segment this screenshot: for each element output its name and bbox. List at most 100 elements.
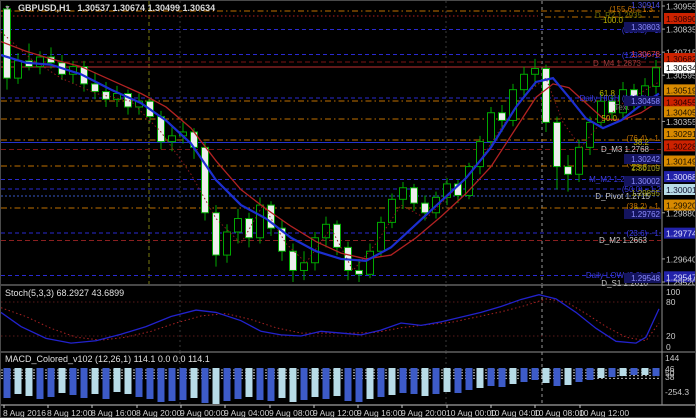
macd-histogram-bar xyxy=(597,368,605,378)
candle xyxy=(289,243,297,282)
macd-panel: MACD_Colored_v102 (12,26,1) 114.1 0.0 0.… xyxy=(1,353,689,404)
svg-text:38.2: 38.2 xyxy=(633,138,649,147)
macd-histogram-bar xyxy=(135,368,143,397)
macd-histogram-bar xyxy=(201,368,209,403)
svg-text:1.30228: 1.30228 xyxy=(666,141,696,151)
macd-histogram-bar xyxy=(80,368,88,398)
candle xyxy=(245,212,253,248)
svg-text:Daily HIGH (100.0) - 1.: Daily HIGH (100.0) - 1. xyxy=(580,94,661,103)
macd-histogram-bar xyxy=(146,368,154,399)
svg-text:Daily LOW (0.0) - 1.2: Daily LOW (0.0) - 1.2 xyxy=(586,271,662,280)
svg-text:1.30678: 1.30678 xyxy=(631,50,660,59)
red-ma-line xyxy=(1,40,660,260)
svg-text:1.30595: 1.30595 xyxy=(666,71,696,81)
svg-text:61.8: 61.8 xyxy=(599,89,615,98)
svg-text:1.30682: 1.30682 xyxy=(666,54,696,64)
symbol-timeframe-label: GBPUSD,H1 xyxy=(17,3,71,13)
svg-text:D_Pivot 1.2715: D_Pivot 1.2715 xyxy=(595,192,650,201)
svg-text:100.0: 100.0 xyxy=(603,16,624,25)
svg-text:1.30634: 1.30634 xyxy=(666,63,696,73)
svg-text:0: 0 xyxy=(666,342,671,352)
svg-text:(50.0) - 1.2: (50.0) - 1.2 xyxy=(622,185,662,194)
candle xyxy=(487,106,495,148)
svg-text:1.30455: 1.30455 xyxy=(666,98,696,108)
macd-histogram-bar xyxy=(311,368,319,397)
candle xyxy=(91,72,99,100)
svg-text:8 Aug 12:00: 8 Aug 12:00 xyxy=(47,408,93,418)
candle xyxy=(168,126,176,152)
macd-histogram-bar xyxy=(168,368,176,401)
candle xyxy=(575,139,583,182)
macd-histogram-bar xyxy=(388,368,396,395)
svg-text:10 Aug 00:00: 10 Aug 00:00 xyxy=(446,408,496,418)
macd-histogram-bar xyxy=(47,368,55,397)
candle xyxy=(278,220,286,261)
svg-text:M_M2 1.2594: M_M2 1.2594 xyxy=(589,175,638,184)
svg-text:9 Aug 00:00: 9 Aug 00:00 xyxy=(180,408,226,418)
macd-histogram-bar xyxy=(223,368,231,401)
candle xyxy=(564,155,572,192)
candles-layer xyxy=(3,5,660,282)
collapse-icon[interactable]: ▼ xyxy=(4,4,11,12)
svg-text:100: 100 xyxy=(666,287,680,297)
macd-histogram-bar xyxy=(113,368,121,392)
svg-text:1.30955: 1.30955 xyxy=(666,2,696,12)
svg-text:1.29774: 1.29774 xyxy=(666,229,696,239)
macd-histogram-bar xyxy=(36,368,44,399)
candle xyxy=(586,116,594,156)
svg-text:D_M2 1.2663: D_M2 1.2663 xyxy=(599,236,648,245)
candle xyxy=(223,224,231,263)
svg-text:9 Aug 20:00: 9 Aug 20:00 xyxy=(401,408,447,418)
svg-text:20: 20 xyxy=(666,331,676,341)
svg-text:8 Aug 2016: 8 Aug 2016 xyxy=(3,408,46,418)
candle xyxy=(377,216,385,257)
macd-histogram-bar xyxy=(91,368,99,394)
candle xyxy=(322,216,330,248)
svg-text:1.30519: 1.30519 xyxy=(666,85,696,95)
macd-histogram-bar xyxy=(14,368,22,394)
macd-histogram-bar xyxy=(25,368,33,396)
stoch-signal-line xyxy=(1,298,660,342)
macd-histogram-bar xyxy=(377,368,385,397)
macd-histogram-bar xyxy=(399,368,407,393)
svg-text:46: 46 xyxy=(665,364,675,374)
candle xyxy=(234,208,242,244)
svg-text:50: 50 xyxy=(665,368,675,378)
svg-text:38: 38 xyxy=(665,372,675,382)
macd-histogram-bar xyxy=(520,368,528,382)
dotted-red-ma-line xyxy=(1,31,660,272)
svg-text:-254.3: -254.3 xyxy=(665,387,689,397)
svg-text:9 Aug 12:00: 9 Aug 12:00 xyxy=(313,408,359,418)
candle xyxy=(498,105,506,132)
macd-histogram-bar xyxy=(3,368,11,398)
svg-text:144: 144 xyxy=(665,353,679,363)
macd-histogram-bar xyxy=(421,368,429,396)
svg-text:1.30914: 1.30914 xyxy=(631,1,660,10)
macd-histogram-bar xyxy=(652,368,660,376)
candle xyxy=(3,5,11,90)
svg-text:Text: Text xyxy=(614,103,629,112)
svg-text:(155.6) - 1.3: (155.6) - 1.3 xyxy=(609,5,653,14)
svg-text:(76.4) - 1.: (76.4) - 1. xyxy=(626,134,661,143)
macd-histogram-bar xyxy=(234,368,242,399)
candle xyxy=(509,83,517,127)
svg-text:8 Aug 20:00: 8 Aug 20:00 xyxy=(136,408,182,418)
candle xyxy=(124,89,132,115)
macd-histogram-bar xyxy=(454,368,462,393)
macd-histogram-bar xyxy=(542,368,550,383)
chart-titlebar[interactable]: ▼ GBPUSD,H1 1.30537 1.30674 1.30499 1.30… xyxy=(4,2,215,14)
svg-text:1.30001: 1.30001 xyxy=(666,185,696,195)
svg-text:10 Aug 04:00: 10 Aug 04:00 xyxy=(490,408,540,418)
macd-histogram-bar xyxy=(300,368,308,400)
candle xyxy=(267,201,275,236)
candle xyxy=(388,193,396,229)
time-axis: 8 Aug 2016 8 Aug 12:008 Aug 16:00 8 Aug 20… xyxy=(3,405,629,418)
svg-text:1.29895: 1.29895 xyxy=(631,189,660,198)
macd-histogram-bar xyxy=(245,368,253,397)
macd-histogram-bar xyxy=(509,368,517,384)
macd-histogram-bar xyxy=(476,368,484,388)
